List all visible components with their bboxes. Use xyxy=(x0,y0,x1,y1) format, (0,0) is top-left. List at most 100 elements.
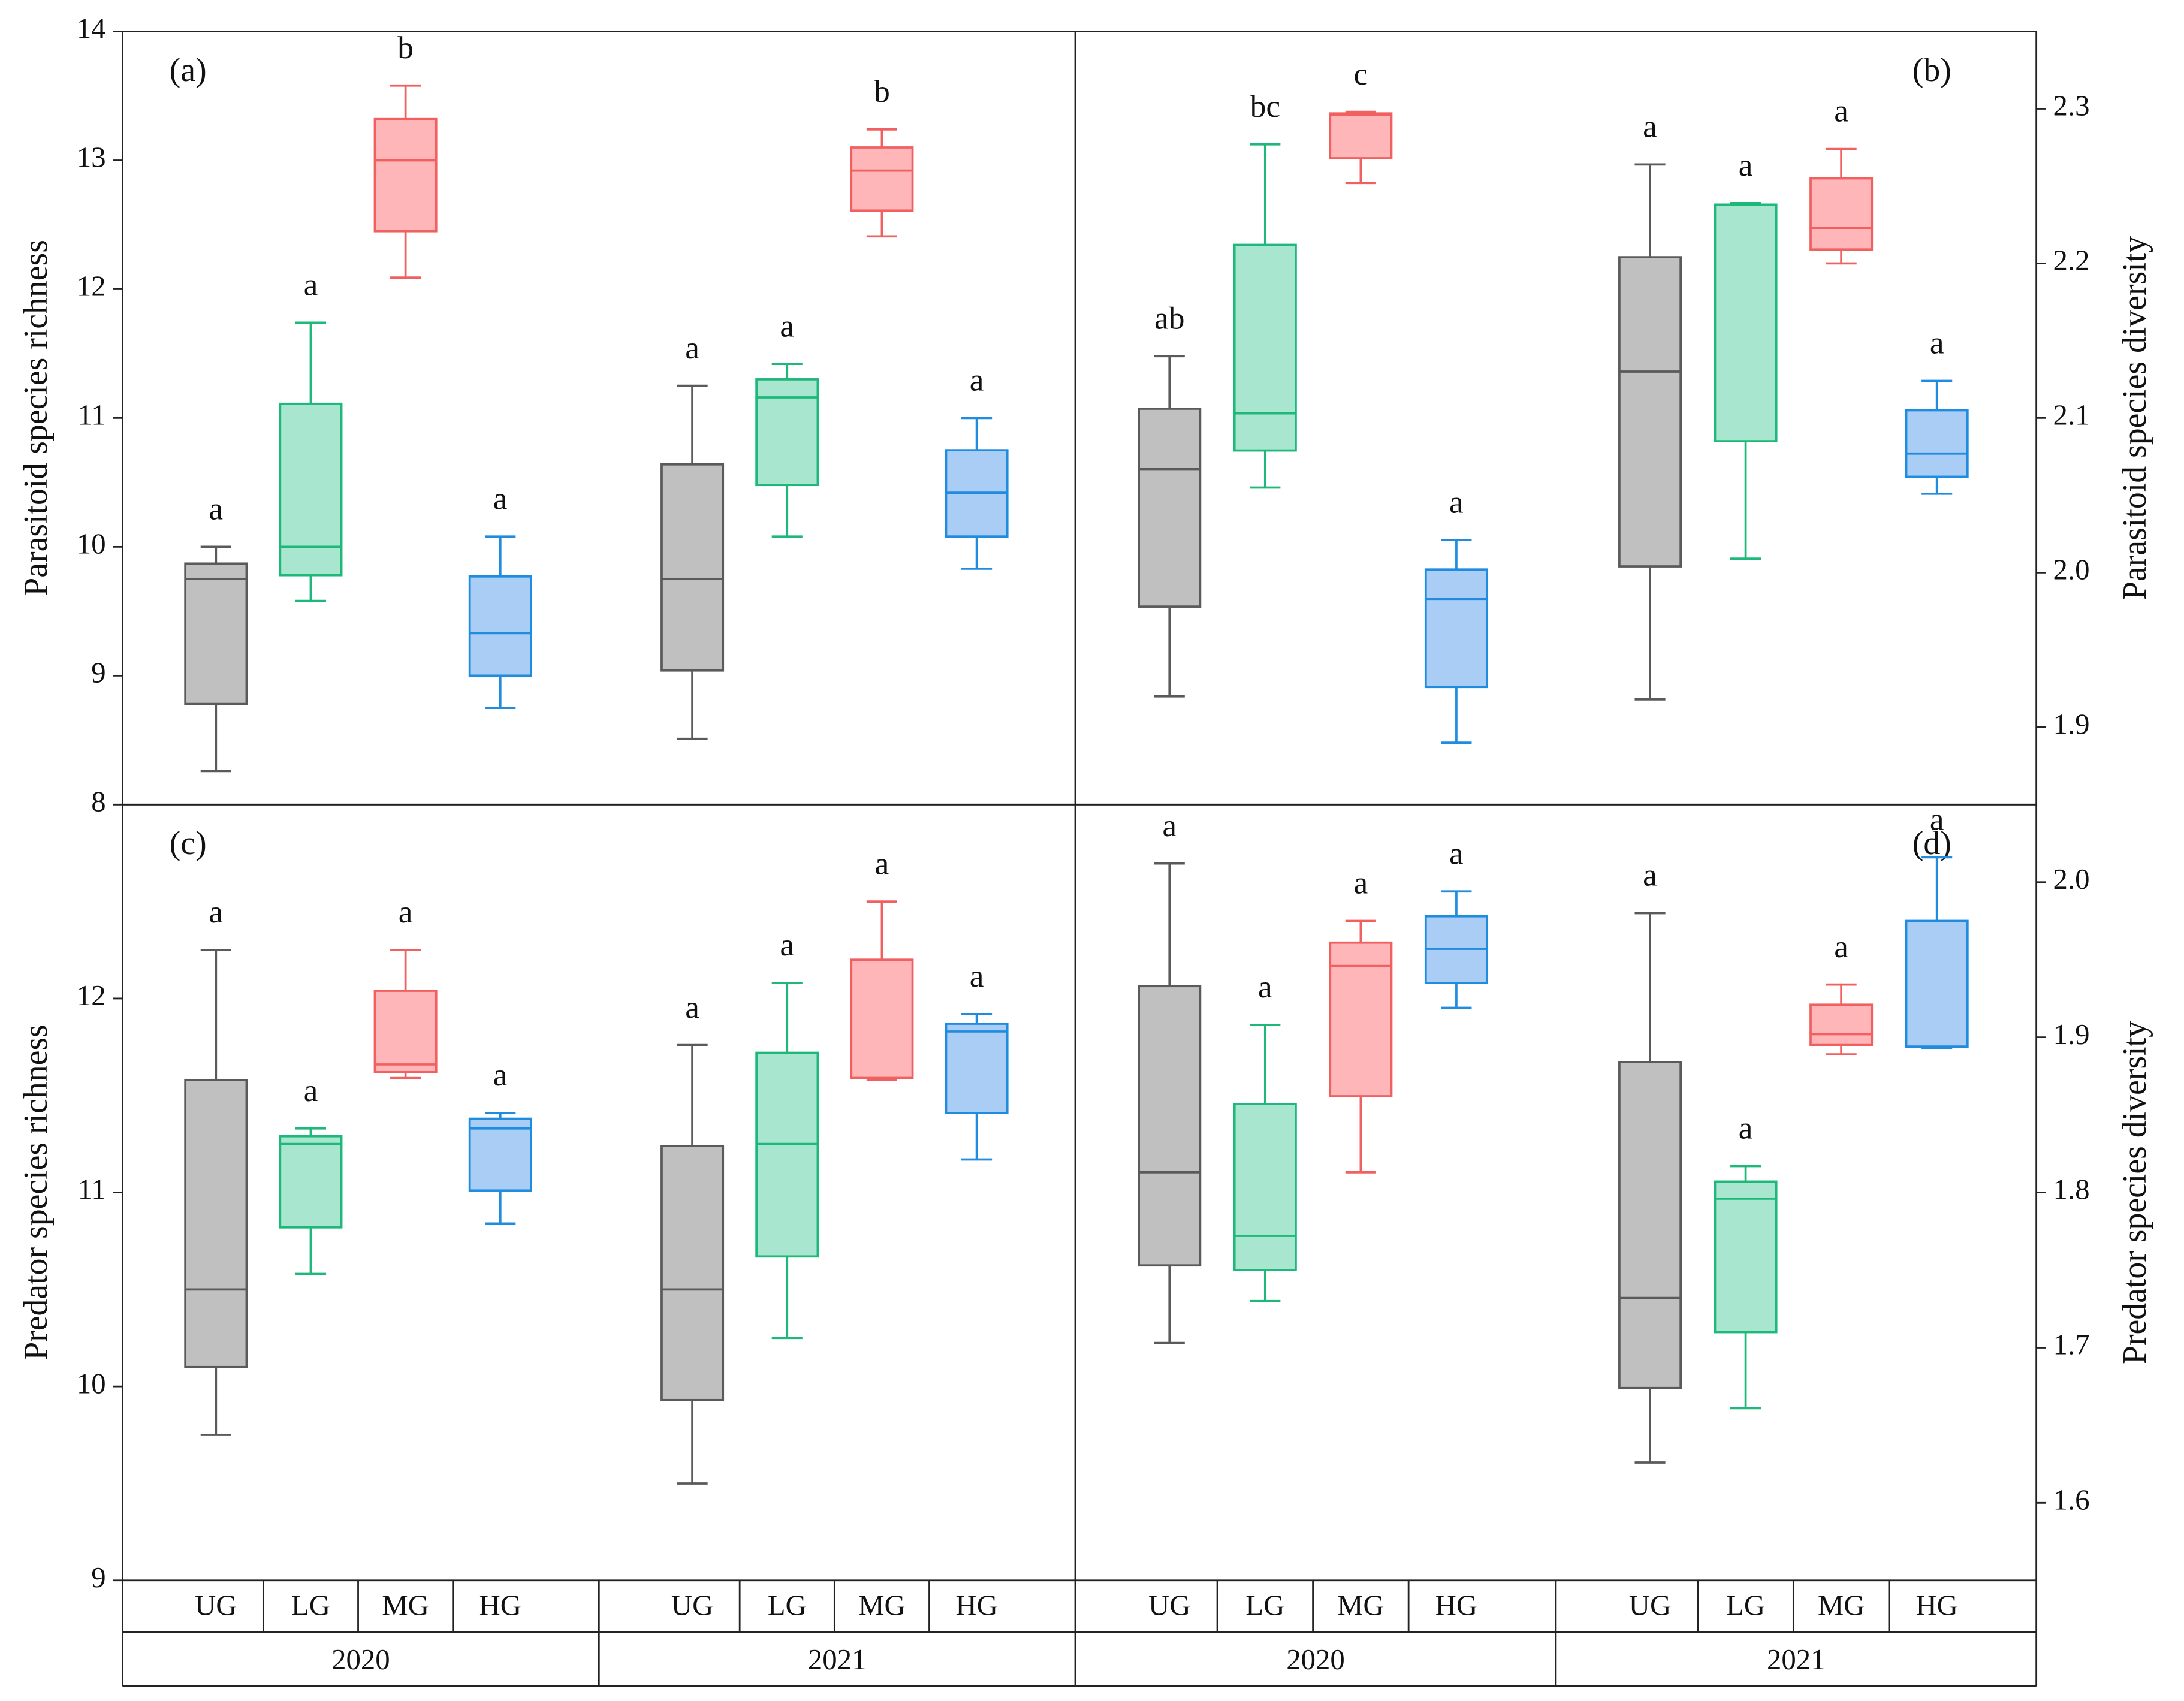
significance-label: c xyxy=(1354,56,1368,92)
significance-label: a xyxy=(685,989,699,1025)
box xyxy=(468,575,532,677)
category-label: UG xyxy=(1629,1589,1671,1621)
y-tick-label: 1.6 xyxy=(2053,1484,2090,1516)
significance-label: b xyxy=(874,73,890,109)
box xyxy=(660,463,725,672)
box xyxy=(1138,408,1202,608)
box xyxy=(1714,203,1778,442)
significance-label: a xyxy=(1643,857,1657,893)
significance-label: a xyxy=(209,491,223,527)
significance-label: a xyxy=(1354,865,1368,901)
panel-title: (b) xyxy=(1912,52,1951,89)
y-tick-label: 8 xyxy=(91,786,105,818)
group-label: 2020 xyxy=(1286,1643,1345,1676)
box xyxy=(945,1023,1009,1114)
significance-label: a xyxy=(493,1057,508,1093)
category-label: HG xyxy=(1435,1589,1477,1621)
category-label: HG xyxy=(1915,1589,1957,1621)
panel-title: (d) xyxy=(1912,825,1951,862)
group-label: 2020 xyxy=(331,1643,390,1676)
y-tick-label: 10 xyxy=(77,528,106,560)
box xyxy=(1618,1061,1682,1389)
y-tick-label: 9 xyxy=(91,1561,105,1594)
box xyxy=(1905,409,1969,478)
significance-label: a xyxy=(1449,835,1464,871)
y-axis-label: Predator species richness xyxy=(17,1024,55,1361)
panel-frame xyxy=(122,803,1076,1582)
box xyxy=(1809,1003,1874,1046)
y-tick-label: 1.9 xyxy=(2053,1018,2090,1051)
y-axis-label: Parasitoid species diversity xyxy=(2116,236,2153,600)
significance-label: a xyxy=(780,307,794,343)
box xyxy=(1233,243,1297,452)
y-tick-label: 9 xyxy=(91,657,105,689)
box xyxy=(279,1135,343,1229)
category-label: LG xyxy=(291,1589,330,1621)
significance-label: a xyxy=(304,266,318,302)
significance-label: a xyxy=(685,330,699,366)
y-tick-label: 2.0 xyxy=(2053,554,2090,586)
category-label: MG xyxy=(1818,1589,1865,1621)
significance-label: a xyxy=(399,894,413,930)
category-label: MG xyxy=(1337,1589,1384,1621)
box xyxy=(1618,256,1682,568)
y-axis-label: Parasitoid species richness xyxy=(17,240,55,596)
significance-label: a xyxy=(970,958,984,994)
box xyxy=(660,1145,725,1401)
box xyxy=(850,958,914,1079)
significance-label: b xyxy=(397,29,414,65)
significance-label: a xyxy=(1162,807,1177,843)
category-label: UG xyxy=(1148,1589,1190,1621)
category-label: UG xyxy=(671,1589,713,1621)
y-tick-label: 1.8 xyxy=(2053,1174,2090,1206)
y-tick-label: 2.3 xyxy=(2053,90,2090,122)
category-label: UG xyxy=(195,1589,237,1621)
significance-label: a xyxy=(1643,108,1657,144)
significance-label: a xyxy=(304,1072,318,1108)
box xyxy=(755,1051,819,1258)
category-label: HG xyxy=(955,1589,997,1621)
group-label: 2021 xyxy=(808,1643,867,1676)
category-label: HG xyxy=(479,1589,521,1621)
category-label: MG xyxy=(382,1589,429,1621)
panel-frame xyxy=(1074,31,2038,806)
box xyxy=(1905,919,1969,1048)
significance-label: a xyxy=(875,845,889,881)
significance-label: a xyxy=(1449,484,1464,520)
category-label: LG xyxy=(768,1589,807,1621)
y-tick-label: 11 xyxy=(78,399,106,432)
y-axis-label: Predator species diversity xyxy=(2116,1021,2153,1364)
y-tick-label: 2.2 xyxy=(2053,245,2090,277)
box xyxy=(373,117,438,233)
significance-label: a xyxy=(970,362,984,398)
y-tick-label: 2.0 xyxy=(2053,863,2090,895)
box xyxy=(373,990,438,1073)
category-label: MG xyxy=(858,1589,906,1621)
panel-title: (c) xyxy=(170,825,207,862)
box xyxy=(1714,1180,1778,1334)
y-tick-label: 11 xyxy=(78,1174,106,1206)
y-tick-label: 2.1 xyxy=(2053,399,2090,432)
box xyxy=(184,562,248,705)
y-tick-label: 1.7 xyxy=(2053,1329,2090,1361)
panel-title: (a) xyxy=(170,52,207,89)
significance-label: a xyxy=(1834,928,1848,964)
box xyxy=(1233,1103,1297,1271)
box xyxy=(184,1078,248,1368)
group-label: 2021 xyxy=(1767,1643,1826,1676)
significance-label: a xyxy=(1258,969,1272,1005)
box xyxy=(279,402,343,577)
box xyxy=(1329,112,1393,159)
significance-label: a xyxy=(1739,147,1753,183)
y-tick-label: 10 xyxy=(77,1367,106,1400)
significance-label: a xyxy=(209,894,223,930)
panel-frame xyxy=(122,31,1076,806)
significance-label: ab xyxy=(1154,300,1184,336)
y-tick-label: 12 xyxy=(77,270,106,303)
significance-label: a xyxy=(1930,325,1944,361)
box xyxy=(1138,985,1202,1267)
box xyxy=(850,146,914,212)
panel-frame xyxy=(1074,803,2038,1582)
box xyxy=(1424,568,1488,689)
